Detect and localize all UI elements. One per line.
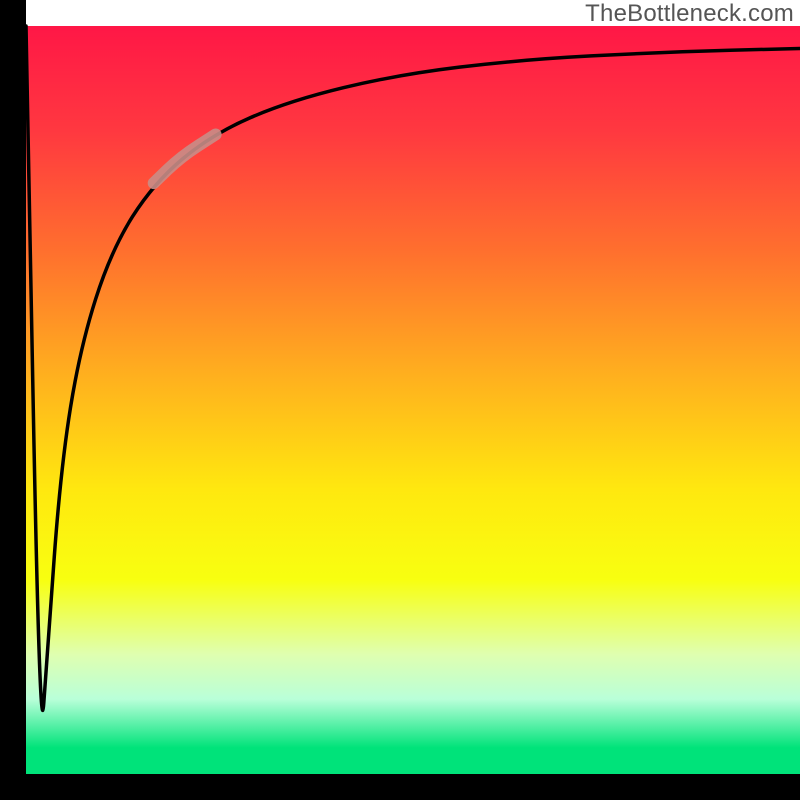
plot-background [26,26,800,774]
bottleneck-chart: TheBottleneck.com [0,0,800,800]
chart-svg [0,0,800,800]
y-axis-frame [0,0,26,800]
x-axis-frame [0,774,800,800]
watermark-text: TheBottleneck.com [585,0,794,28]
